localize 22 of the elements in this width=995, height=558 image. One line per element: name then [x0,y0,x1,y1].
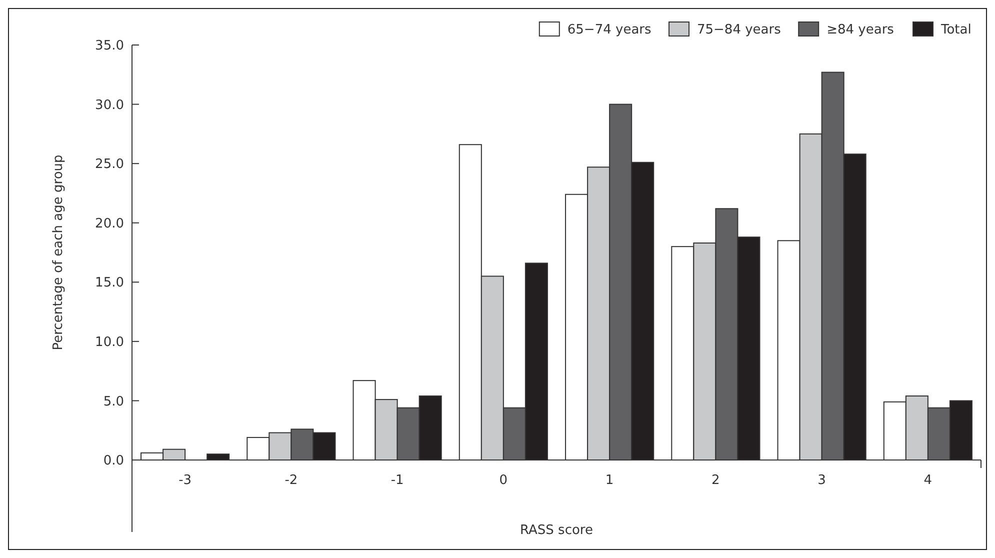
y-tick-label: 25.0 [95,157,124,172]
y-tick-label: 35.0 [95,38,124,54]
y-tick-label: 15.0 [95,276,124,291]
x-tick-label: -2 [284,473,298,488]
y-tick-label: 5.0 [103,394,124,410]
legend-label: 75−84 years [697,22,782,38]
legend-label: 65−74 years [567,22,652,38]
y-tick-label: 0.0 [103,454,124,469]
legend-label: ≥84 years [826,22,894,38]
y-axis-title: Percentage of each age group [51,154,66,350]
y-tick-label: 30.0 [95,98,124,113]
legend-label: Total [940,22,972,38]
x-tick-label: 3 [818,473,826,488]
x-tick-label: 2 [712,473,720,488]
y-tick-label: 10.0 [95,334,124,350]
y-tick-label: 20.0 [95,216,124,232]
x-tick-label: 4 [924,473,932,488]
x-tick-label: 0 [499,473,508,488]
x-tick-label: -1 [390,473,404,488]
x-tick-label: 1 [605,473,614,488]
x-tick-label: -3 [178,473,192,488]
x-axis-title: RASS score [520,523,593,538]
